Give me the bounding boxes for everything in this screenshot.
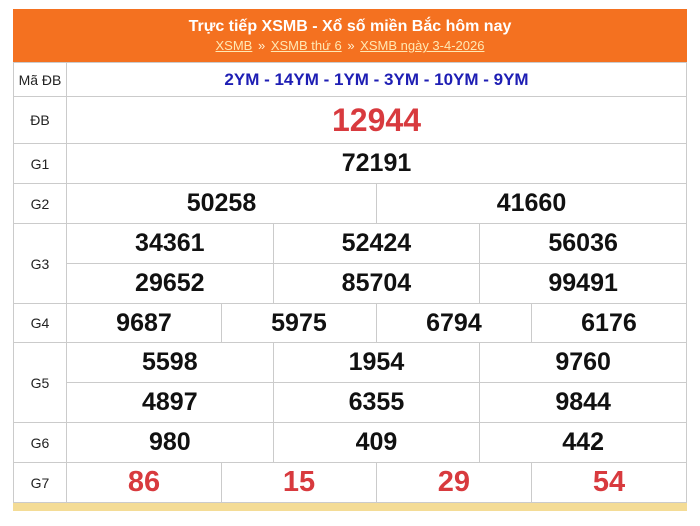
row-label-g1: G1 [13, 143, 67, 184]
row-label-g7: G7 [13, 462, 67, 503]
row-g2: G2 50258 41660 [13, 183, 688, 224]
special-prize-value: 12944 [66, 96, 687, 144]
prize-value-g3-4: 29652 [66, 263, 274, 304]
prize-value-g6-3: 442 [479, 422, 687, 463]
row-ma-db: Mã ĐB 2YM - 14YM - 1YM - 3YM - 10YM - 9Y… [13, 62, 687, 97]
prize-value-g7-1: 86 [66, 462, 222, 503]
prize-value-g5-6: 9844 [479, 382, 687, 423]
prize-value-g7-3: 29 [375, 462, 532, 503]
breadcrumb-link-xsmb[interactable]: XSMB [215, 38, 253, 53]
results-header: Trực tiếp XSMB - Xổ số miền Bắc hôm nay … [13, 9, 687, 62]
prize-value-g7-4: 54 [530, 462, 688, 503]
prize-value-g7-2: 15 [220, 462, 377, 503]
row-g1: G1 72191 [13, 143, 687, 184]
prize-value-g1: 72191 [66, 143, 687, 184]
prize-value-g4-3: 6794 [375, 303, 532, 343]
breadcrumb: XSMB » XSMB thứ 6 » XSMB ngày 3-4-2026 [13, 37, 687, 55]
row-g5-2: 4897 6355 9844 [14, 382, 687, 423]
breadcrumb-link-xsmb-ngay[interactable]: XSMB ngày 3-4-2026 [360, 38, 485, 53]
row-label-g4: G4 [13, 303, 67, 343]
prize-value-g5-1: 5598 [66, 342, 274, 383]
prize-value-g2-1: 50258 [66, 183, 377, 224]
prize-value-g3-1: 34361 [66, 223, 274, 264]
prize-value-g4-1: 9687 [66, 303, 222, 343]
row-label-g6: G6 [13, 422, 67, 463]
bottom-accent-bar [13, 503, 687, 511]
special-code-value: 2YM - 14YM - 1YM - 3YM - 10YM - 9YM [66, 62, 687, 97]
breadcrumb-separator: » [257, 38, 266, 53]
row-db: ĐB 12944 [13, 96, 687, 144]
breadcrumb-separator: » [347, 38, 355, 53]
prize-value-g2-2: 41660 [375, 183, 688, 224]
prize-value-g6-2: 409 [272, 422, 481, 463]
row-label-g5: G5 [13, 342, 67, 423]
xsmb-results-panel: Trực tiếp XSMB - Xổ số miền Bắc hôm nay … [13, 9, 688, 511]
row-label-g3: G3 [13, 223, 67, 304]
breadcrumb-link-xsmb-thu-6[interactable]: XSMB thứ 6 [270, 38, 342, 53]
row-label-g2: G2 [13, 183, 67, 224]
prize-value-g3-3: 56036 [479, 223, 687, 264]
prize-value-g3-6: 99491 [479, 263, 687, 304]
row-label-ma-db: Mã ĐB [13, 62, 67, 97]
prize-value-g3-2: 52424 [272, 223, 481, 264]
prize-value-g5-3: 9760 [479, 342, 687, 383]
prize-value-g6-1: 980 [66, 422, 274, 463]
prize-value-g4-2: 5975 [220, 303, 377, 343]
row-g6: G6 980 409 442 [13, 422, 687, 463]
prize-value-g3-5: 85704 [272, 263, 481, 304]
prize-value-g5-5: 6355 [272, 382, 481, 423]
prize-value-g5-4: 4897 [66, 382, 274, 423]
row-label-db: ĐB [13, 96, 67, 144]
page-title: Trực tiếp XSMB - Xổ số miền Bắc hôm nay [188, 18, 512, 35]
prize-value-g5-2: 1954 [272, 342, 481, 383]
row-g7: G7 86 15 29 54 [13, 462, 688, 503]
row-g3-1: G3 34361 52424 56036 [13, 223, 687, 304]
prize-value-g4-4: 6176 [530, 303, 688, 343]
row-g5-1: G5 5598 1954 9760 [13, 342, 687, 423]
row-g3-2: 29652 85704 99491 [14, 263, 687, 304]
row-g4: G4 9687 5975 6794 6176 [13, 303, 688, 343]
results-table: Mã ĐB 2YM - 14YM - 1YM - 3YM - 10YM - 9Y… [13, 62, 688, 503]
